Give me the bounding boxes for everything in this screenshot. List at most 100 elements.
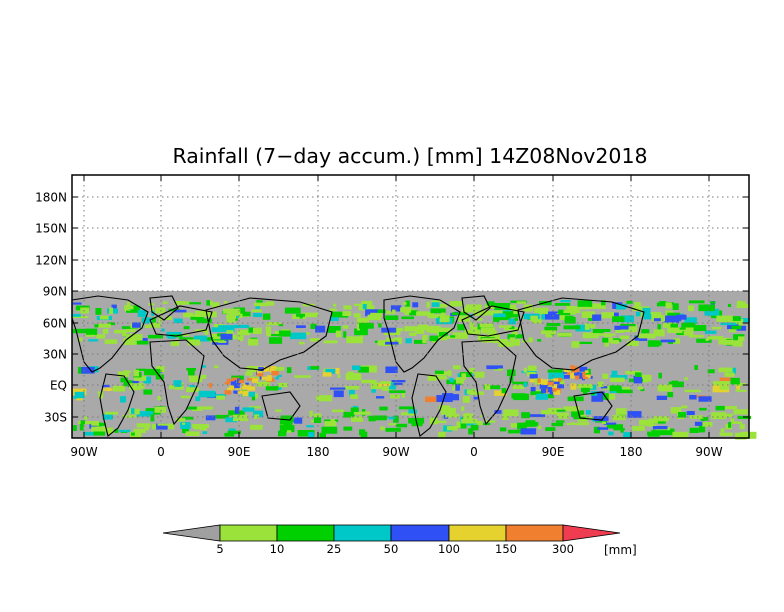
rain-patch — [521, 412, 530, 419]
rain-patch — [507, 369, 516, 376]
rain-patch — [698, 304, 715, 312]
rain-patch — [201, 365, 206, 368]
heavy-rain-patch — [573, 368, 577, 373]
rain-patch — [492, 339, 509, 343]
rain-patch — [684, 377, 688, 381]
rain-patch — [275, 385, 282, 390]
rain-patch — [724, 372, 735, 377]
rain-patch — [555, 420, 565, 423]
rain-patch — [657, 324, 661, 331]
rain-patch — [523, 367, 527, 373]
rain-patch — [494, 303, 511, 310]
rain-patch — [151, 423, 161, 430]
rain-patch — [386, 310, 392, 315]
rain-patch — [120, 377, 129, 383]
rain-patch — [194, 310, 208, 317]
rain-patch — [389, 390, 406, 393]
rain-patch — [149, 322, 161, 328]
rain-patch — [276, 374, 282, 377]
colorbar-low-triangle — [162, 524, 221, 542]
rain-patch — [538, 308, 548, 315]
rain-patch — [248, 327, 255, 333]
rain-patch — [390, 394, 400, 399]
rain-patch — [524, 308, 528, 312]
rain-patch — [430, 308, 446, 314]
rain-patch — [434, 420, 447, 424]
rain-patch — [724, 406, 737, 410]
rain-patch — [189, 378, 203, 383]
rain-patch — [482, 313, 496, 316]
rain-patch — [332, 409, 344, 413]
rain-patch — [181, 416, 194, 420]
rain-patch — [653, 318, 661, 322]
rain-patch — [718, 367, 733, 373]
rain-patch — [665, 302, 672, 309]
heavy-rain-patch — [552, 378, 560, 382]
rain-patch — [220, 333, 233, 340]
rain-patch — [342, 311, 352, 316]
rain-patch — [486, 365, 503, 369]
rain-patch — [352, 365, 361, 370]
rain-patch — [445, 413, 460, 418]
heavy-rain-patch — [242, 383, 249, 390]
rain-patch — [182, 422, 186, 425]
rain-patch — [688, 300, 705, 304]
rain-patch — [144, 368, 161, 376]
rain-patch — [545, 314, 560, 320]
rain-patch — [556, 409, 566, 412]
rain-patch — [84, 416, 88, 420]
heavy-rain-patch — [245, 382, 249, 385]
rain-patch — [232, 414, 248, 419]
rain-patch — [470, 424, 479, 431]
rain-patch — [660, 339, 676, 343]
rain-patch — [114, 329, 127, 334]
rain-patch — [730, 377, 740, 385]
rain-patch — [584, 323, 590, 330]
rain-patch — [670, 407, 682, 414]
rain-patch — [80, 307, 89, 314]
rain-patch — [434, 370, 444, 374]
rain-patch — [611, 370, 618, 376]
rain-patch — [668, 381, 684, 388]
rain-patch — [187, 314, 202, 318]
rain-patch — [283, 424, 292, 429]
rain-patch — [541, 330, 556, 335]
rain-patch — [620, 315, 634, 323]
rain-patch — [253, 410, 264, 418]
rain-patch — [455, 377, 464, 384]
rain-patch — [577, 300, 593, 307]
rain-patch — [143, 376, 152, 384]
rain-patch — [194, 335, 207, 340]
rain-patch — [527, 365, 537, 371]
rain-patch — [296, 325, 306, 328]
heavy-rain-patch — [570, 372, 575, 379]
rain-patch — [438, 332, 448, 337]
latitude-label: 30N — [43, 348, 67, 362]
heavy-rain-patch — [271, 370, 279, 376]
rain-patch — [210, 312, 215, 316]
rain-patch — [441, 328, 450, 333]
rain-patch — [673, 338, 681, 344]
rain-patch — [316, 395, 332, 402]
rain-patch — [469, 322, 475, 329]
rain-patch — [130, 305, 140, 312]
colorbar: 5 10 25 50 100 150 300 — [162, 524, 621, 556]
rain-patch — [652, 426, 668, 430]
rain-patch — [600, 386, 608, 389]
rain-patch — [322, 372, 332, 377]
rain-patch — [581, 311, 595, 318]
rain-patch — [125, 305, 134, 310]
rain-patch — [73, 395, 77, 399]
rain-patch — [508, 429, 524, 434]
rain-patch — [345, 373, 362, 381]
heavy-rain-patch — [270, 366, 277, 370]
heavy-rain-patch — [266, 375, 272, 380]
rain-patch — [736, 384, 741, 390]
colorbar-tick-label: 100 — [438, 542, 460, 556]
rain-patch — [694, 365, 698, 370]
rain-patch — [484, 384, 491, 390]
heavy-rain-patch — [232, 377, 240, 382]
rain-patch — [265, 326, 272, 333]
rain-patch — [514, 318, 518, 321]
rain-patch — [604, 337, 617, 343]
